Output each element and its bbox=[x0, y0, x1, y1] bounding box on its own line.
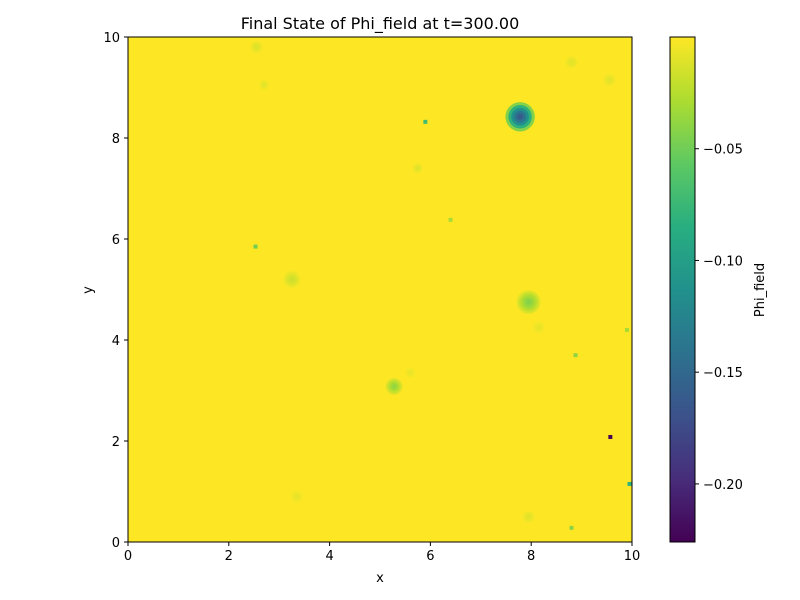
x-axis: 0 2 4 6 8 10 bbox=[124, 542, 640, 564]
field-dip-13 bbox=[404, 366, 417, 379]
y-axis-label: y bbox=[81, 286, 96, 294]
field-dip-1 bbox=[502, 99, 538, 135]
field-dip-12 bbox=[531, 319, 547, 335]
field-dip-8 bbox=[601, 72, 617, 88]
field-dip-ring bbox=[255, 45, 258, 49]
x-tick-label: 10 bbox=[624, 549, 641, 564]
field-dip-ring bbox=[526, 299, 532, 305]
colorbar-ticks: −0.05 −0.10 −0.15 −0.20 bbox=[695, 143, 743, 493]
field-pixel-21 bbox=[608, 434, 613, 439]
field-dip-ring bbox=[608, 78, 611, 82]
field-dip-ring bbox=[263, 83, 266, 86]
y-axis: 0 2 4 6 8 10 bbox=[103, 31, 128, 551]
field-dip-4 bbox=[281, 269, 302, 290]
plot-area bbox=[127, 36, 633, 543]
field-dip-6 bbox=[258, 78, 271, 92]
field-dip-11 bbox=[289, 488, 305, 505]
field-dip-ring bbox=[537, 326, 541, 329]
y-tick-label: 10 bbox=[103, 31, 120, 46]
colorbar-label: Phi_field bbox=[753, 263, 768, 317]
colorbar-gradient bbox=[669, 36, 696, 543]
x-axis-label: x bbox=[376, 571, 384, 586]
field-pixel-20 bbox=[448, 217, 453, 222]
y-tick-label: 6 bbox=[112, 233, 120, 248]
field-dip-ring bbox=[416, 167, 419, 170]
field-dip-ring bbox=[517, 113, 524, 120]
y-tick-label: 8 bbox=[112, 132, 120, 147]
field-dip-ring bbox=[392, 384, 396, 389]
field-pixel-18 bbox=[627, 481, 632, 486]
field-dip-ring bbox=[570, 60, 573, 64]
field-dip-10 bbox=[521, 509, 537, 525]
field-dip-9 bbox=[411, 162, 424, 175]
chart-title: Final State of Phi_field at t=300.00 bbox=[241, 14, 520, 34]
field-dip-3 bbox=[384, 376, 405, 397]
y-tick-label: 4 bbox=[112, 334, 120, 349]
field-dip-2 bbox=[514, 288, 543, 317]
field-pixel-19 bbox=[624, 327, 629, 332]
x-tick-label: 4 bbox=[325, 549, 333, 564]
field-features bbox=[248, 39, 632, 530]
field-dip-5 bbox=[248, 39, 265, 55]
field-dip-ring bbox=[409, 371, 412, 374]
field-dip-ring bbox=[295, 495, 299, 498]
x-tick-label: 2 bbox=[225, 549, 233, 564]
y-tick-label: 0 bbox=[112, 536, 120, 551]
heatmap-background bbox=[128, 37, 632, 542]
x-tick-label: 8 bbox=[527, 549, 535, 564]
colorbar-tick-label: −0.20 bbox=[703, 478, 743, 493]
field-pixel-16 bbox=[573, 353, 578, 358]
field-dip-ring bbox=[527, 515, 530, 519]
field-dip-ring bbox=[290, 277, 294, 282]
field-pixel-14 bbox=[423, 119, 428, 124]
plot-frame bbox=[127, 36, 633, 543]
colorbar-tick-label: −0.05 bbox=[703, 143, 743, 158]
field-pixel-15 bbox=[253, 244, 258, 249]
colorbar-tick-label: −0.10 bbox=[703, 254, 743, 269]
colorbar-tick-label: −0.15 bbox=[703, 366, 743, 381]
field-pixel-17 bbox=[569, 525, 574, 530]
field-dip-7 bbox=[563, 54, 580, 70]
x-tick-label: 0 bbox=[124, 549, 132, 564]
y-tick-label: 2 bbox=[112, 435, 120, 450]
colorbar: −0.05 −0.10 −0.15 −0.20 Phi_field bbox=[669, 36, 768, 543]
x-tick-label: 6 bbox=[426, 549, 434, 564]
